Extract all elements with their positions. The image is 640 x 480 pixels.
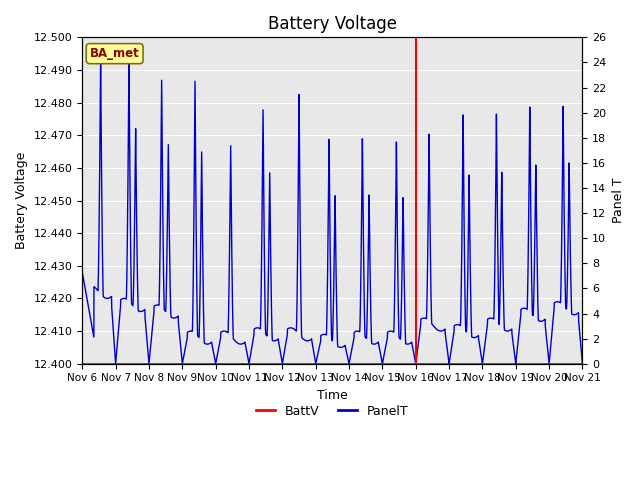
Y-axis label: Battery Voltage: Battery Voltage	[15, 152, 28, 249]
Legend: BattV, PanelT: BattV, PanelT	[251, 400, 413, 423]
Text: BA_met: BA_met	[90, 47, 140, 60]
Title: Battery Voltage: Battery Voltage	[268, 15, 397, 33]
Y-axis label: Panel T: Panel T	[612, 178, 625, 223]
X-axis label: Time: Time	[317, 389, 348, 402]
